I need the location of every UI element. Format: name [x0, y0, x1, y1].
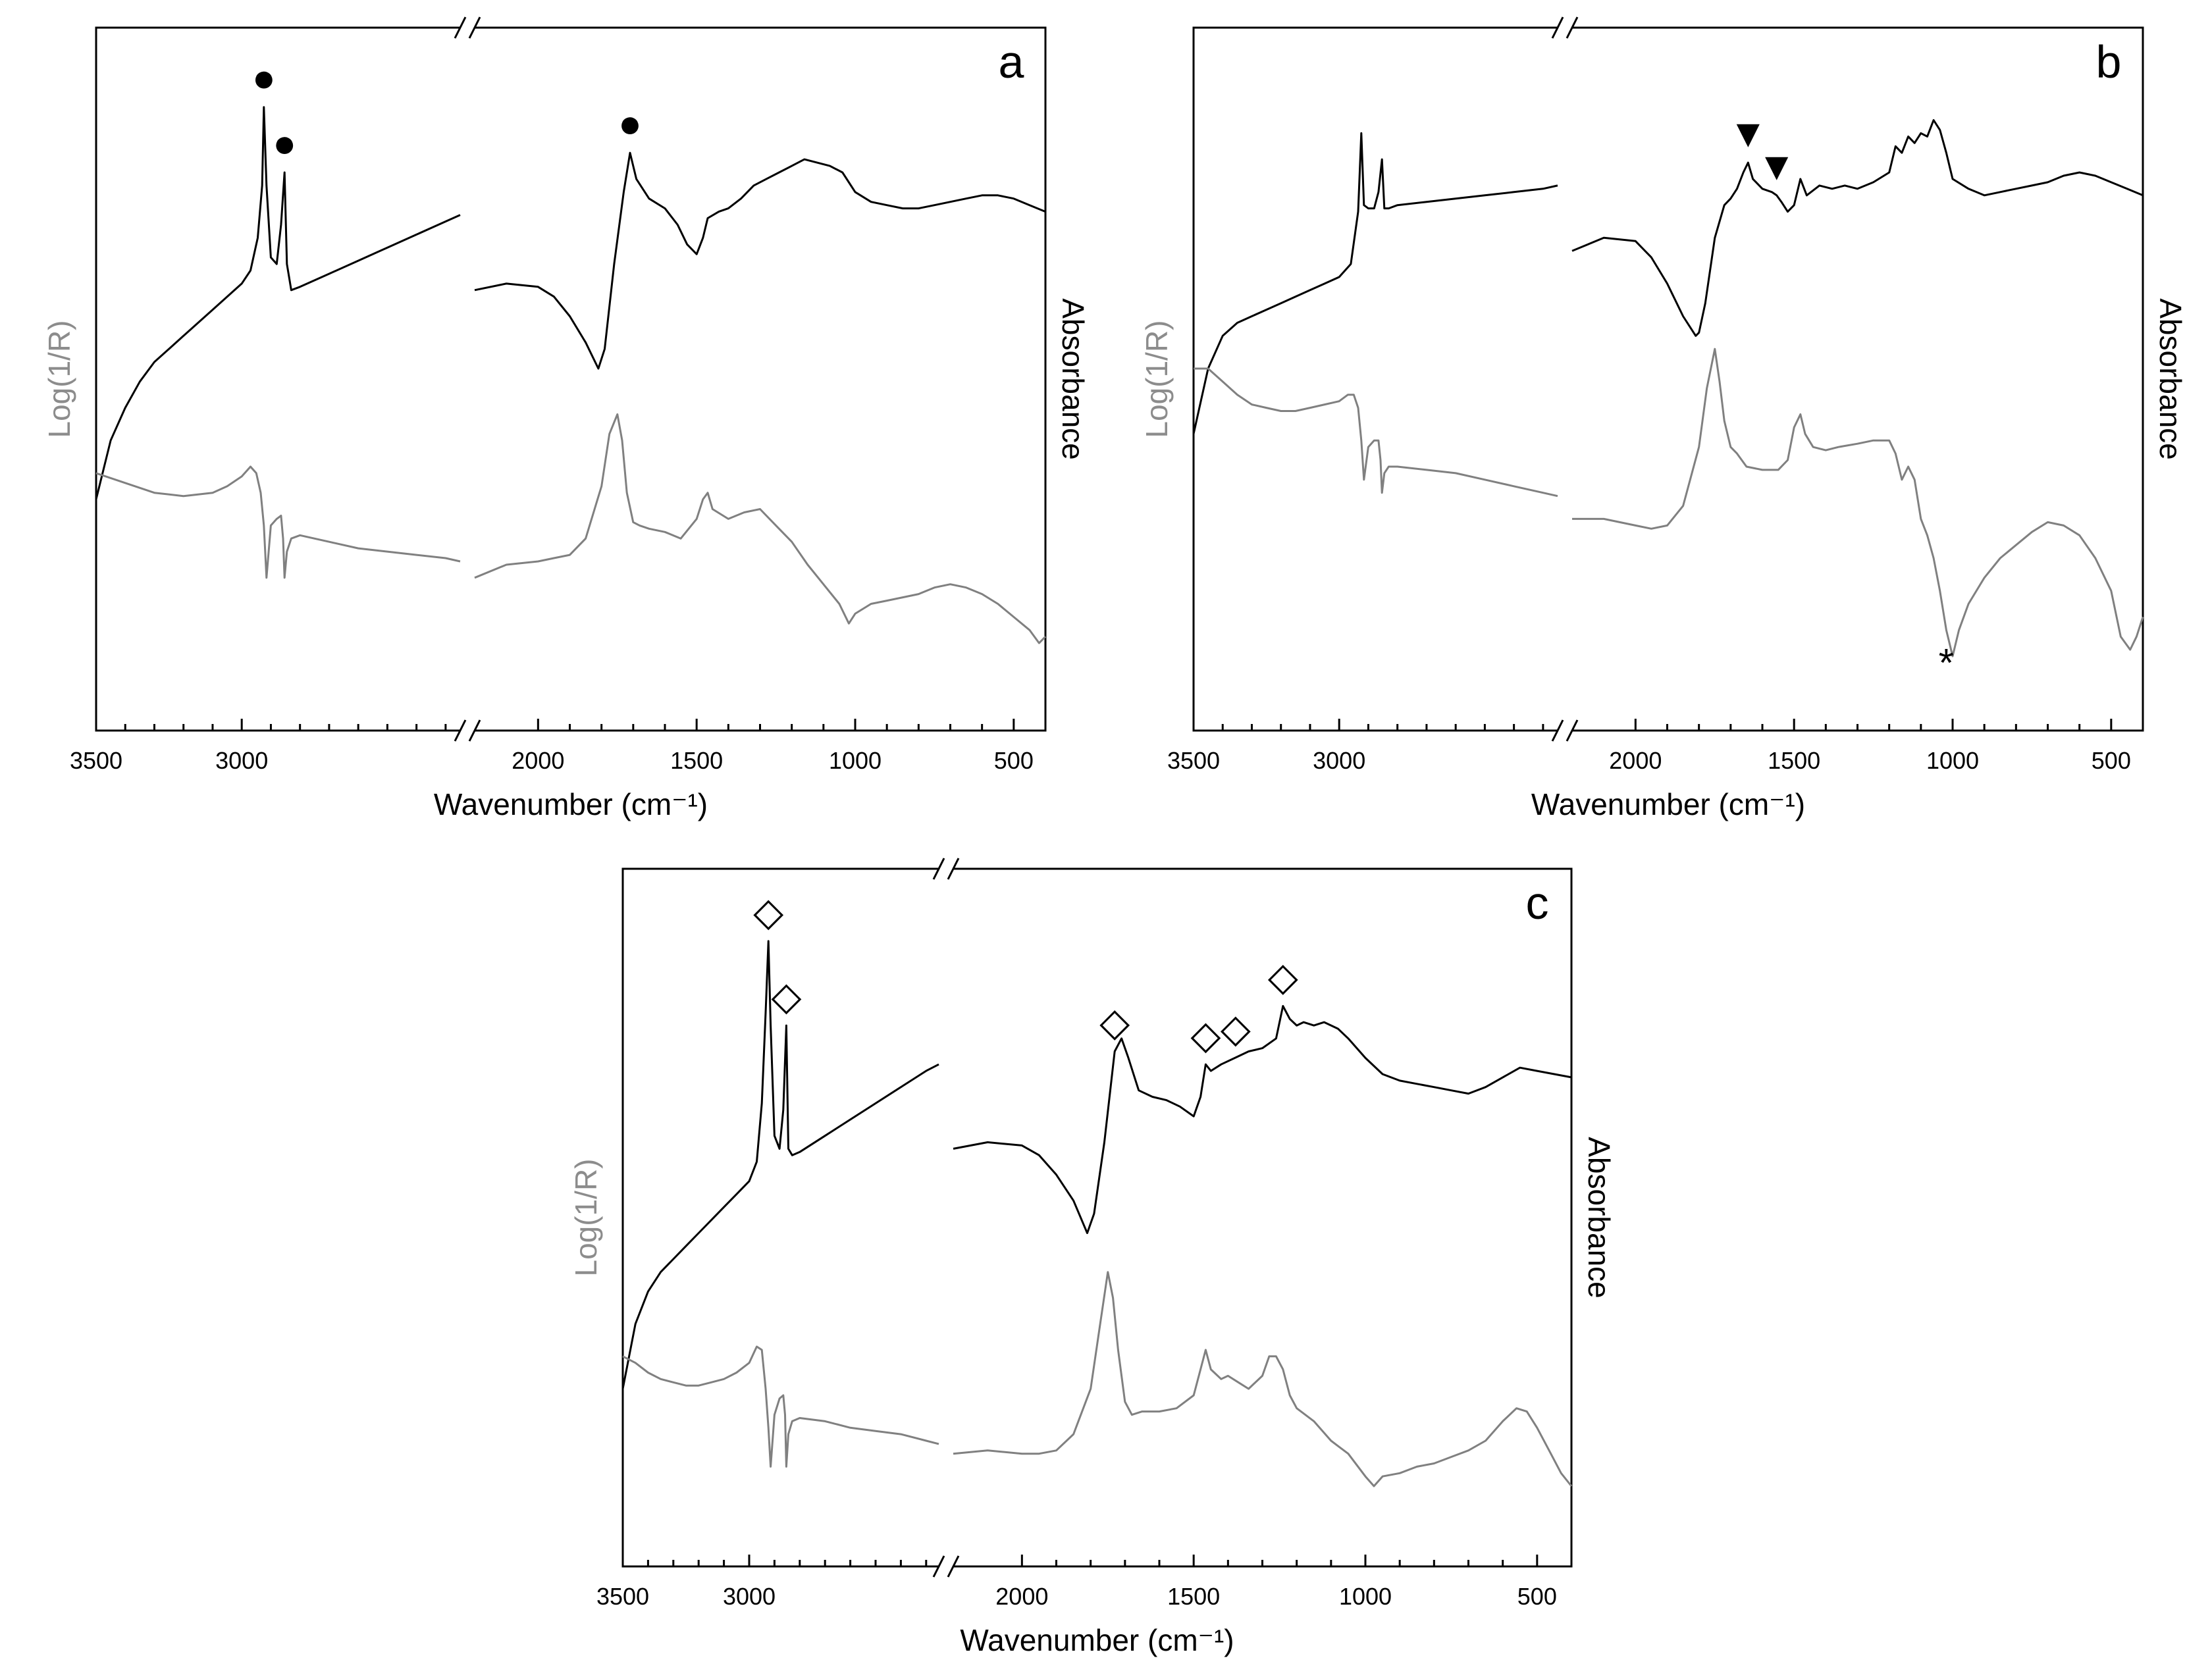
x-tick-label: 1500 [1167, 1583, 1220, 1610]
x-tick-label: 500 [2092, 747, 2131, 774]
plot-frame [1192, 26, 2144, 732]
x-tick-label: 2000 [512, 747, 564, 774]
axis-break-mark [454, 719, 467, 742]
axis-break-bottom-mask [939, 1562, 953, 1570]
log-1-r-series-high-range [95, 106, 461, 500]
panel-label: c [1526, 877, 1549, 929]
x-tick-label: 2000 [1609, 747, 1662, 774]
x-tick-label: 1500 [1768, 747, 1820, 774]
x-tick-label: 3500 [70, 747, 122, 774]
absorbance-series-low-range [953, 1271, 1573, 1487]
panel-label: a [999, 36, 1024, 88]
axis-break-top-mask [939, 865, 953, 873]
absorbance-series-low-range [1572, 348, 2144, 658]
panel-a: 3500 3000 2000 1500 1000 500 Wavenumber (cm⁻¹)… [42, 16, 1090, 821]
peak-marker: ◇ [771, 974, 801, 1018]
peak-marker: ◇ [1190, 1013, 1221, 1057]
x-tick-label: 1000 [829, 747, 882, 774]
y-axis-label-right: Absorbance [1582, 1137, 1616, 1299]
absorbance-series-high-range [95, 465, 461, 579]
peak-marker: ● [252, 56, 276, 100]
x-tick-label: 3000 [723, 1583, 776, 1610]
log-1-r-series-low-range [953, 1005, 1572, 1234]
plot-frame [95, 26, 1047, 732]
peak-marker: * [1939, 640, 1954, 684]
axis-break-mark [468, 16, 481, 39]
x-tick-label: 3500 [596, 1583, 649, 1610]
peak-marker: ▼ [1729, 111, 1768, 155]
peak-marker: ● [618, 101, 642, 145]
x-tick-label: 3500 [1167, 747, 1220, 774]
peak-marker: ◇ [1099, 1000, 1130, 1045]
panel-label: b [2096, 36, 2122, 88]
x-tick-label: 1000 [1339, 1583, 1392, 1610]
x-tick-label: 1500 [670, 747, 723, 774]
axis-break-mark [1566, 719, 1579, 742]
axis-break-mark [454, 16, 467, 39]
y-axis-label-left: Log(1/R) [569, 1159, 603, 1277]
axis-break-top-mask [460, 24, 475, 32]
peak-marker: ▼ [1757, 144, 1796, 188]
y-axis-label-left: Log(1/R) [42, 321, 76, 438]
peak-marker: ◇ [753, 890, 783, 934]
peak-marker: ◇ [1268, 955, 1298, 999]
x-axis-label: Wavenumber (cm⁻¹) [960, 1623, 1234, 1657]
axis-break-mark [1566, 16, 1579, 39]
log-1-r-series-low-range [474, 151, 1046, 370]
axis-break-mark [1551, 719, 1564, 742]
x-tick-label: 3000 [215, 747, 268, 774]
log-1-r-series-high-range [621, 940, 939, 1389]
peak-marker: ● [273, 121, 296, 165]
axis-break-mark [468, 719, 481, 742]
absorbance-series-low-range [474, 413, 1047, 644]
y-axis-label-right: Absorbance [2153, 298, 2188, 460]
x-axis-label: Wavenumber (cm⁻¹) [1531, 787, 1805, 821]
panel-b: 3500 3000 2000 1500 1000 500 Wavenumber (cm⁻¹)… [1140, 16, 2188, 821]
panel-c: 3500 3000 2000 1500 1000 500 Wavenumber (cm⁻¹)… [569, 858, 1616, 1657]
absorbance-series-high-range [1194, 367, 1558, 498]
x-tick-label: 3000 [1313, 747, 1365, 774]
y-axis-label-right: Absorbance [1056, 298, 1090, 460]
absorbance-series-high-range [622, 1345, 939, 1468]
axis-break-mark [932, 1555, 945, 1578]
x-tick-label: 2000 [995, 1583, 1048, 1610]
axis-break-mark [1551, 16, 1564, 39]
peak-marker: ◇ [1221, 1006, 1251, 1050]
log-1-r-series-low-range [1571, 119, 2144, 337]
axis-break-mark [932, 858, 945, 880]
axis-break-top-mask [1558, 24, 1572, 32]
axis-break-bottom-mask [1558, 727, 1572, 735]
y-axis-label-left: Log(1/R) [1140, 321, 1174, 438]
x-tick-label: 500 [994, 747, 1034, 774]
plot-frame [621, 867, 1573, 1568]
log-1-r-series-high-range [1192, 132, 1558, 434]
x-axis-label: Wavenumber (cm⁻¹) [434, 787, 708, 821]
axis-break-bottom-mask [460, 727, 475, 735]
axis-break-mark [947, 1555, 960, 1578]
x-tick-label: 1000 [1926, 747, 1979, 774]
x-tick-label: 500 [1517, 1583, 1557, 1610]
axis-break-mark [947, 858, 960, 880]
